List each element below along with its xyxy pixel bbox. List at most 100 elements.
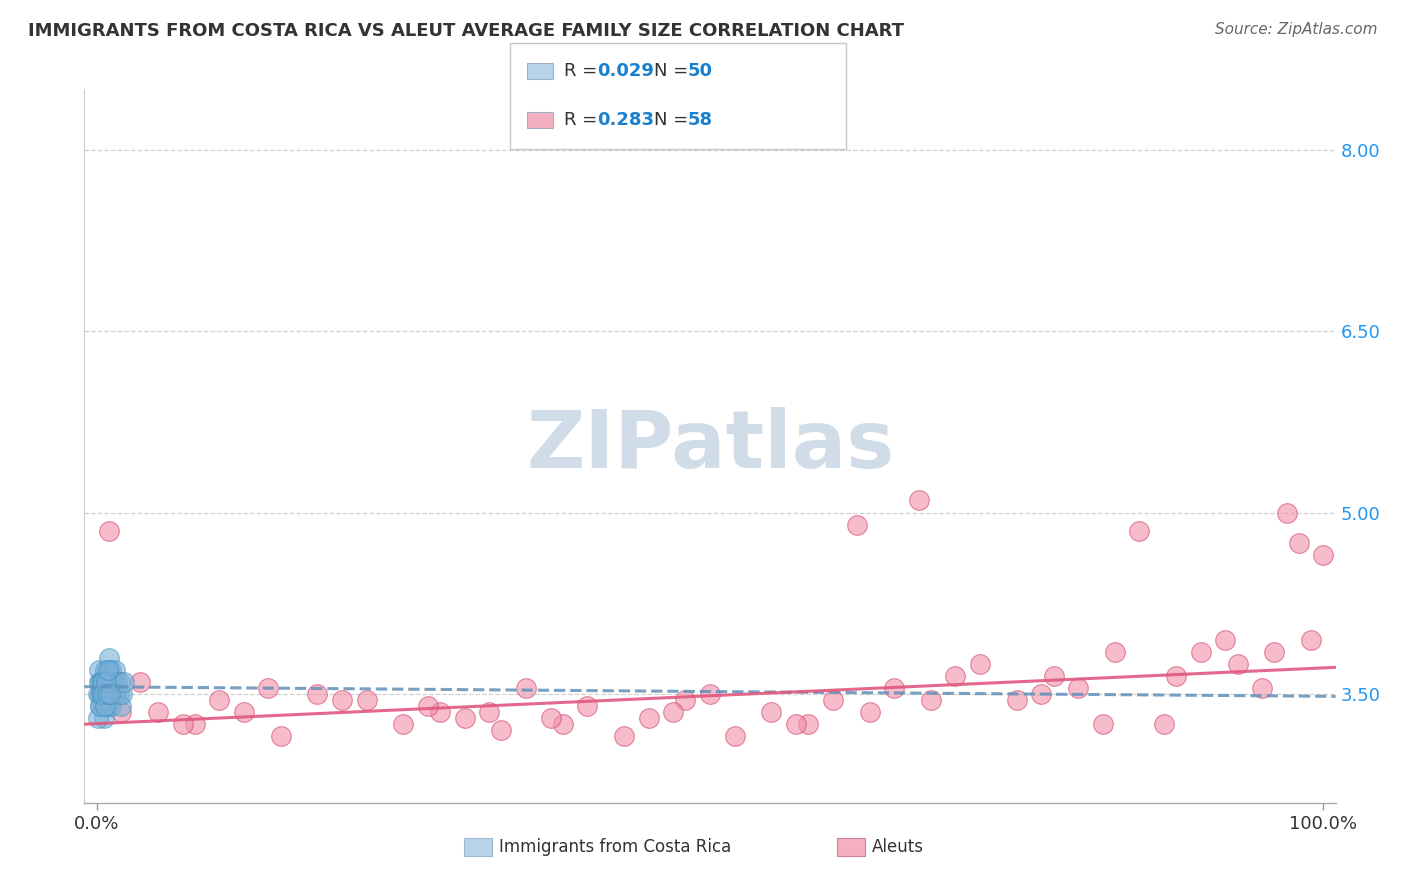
Point [429,705,451,719]
Point [98,687,121,701]
Point [89,699,111,714]
Text: N =: N = [654,112,693,129]
Text: 0.283: 0.283 [598,112,655,129]
Point [797,717,820,731]
Point [637,711,659,725]
Point [576,699,599,714]
Point [89,687,111,701]
Point [97,687,120,701]
Point [89,674,111,689]
Point [392,717,415,731]
Point [98,687,121,701]
Text: Aleuts: Aleuts [872,838,924,856]
Text: 58: 58 [688,112,713,129]
Point [104,663,127,677]
Point [1226,657,1249,671]
Text: IMMIGRANTS FROM COSTA RICA VS ALEUT AVERAGE FAMILY SIZE CORRELATION CHART: IMMIGRANTS FROM COSTA RICA VS ALEUT AVER… [28,22,904,40]
Point [1067,681,1090,695]
Point [491,723,513,738]
Text: 0.029: 0.029 [598,62,654,80]
Point [87,711,110,725]
Point [1042,669,1064,683]
Point [93,699,115,714]
Point [97,674,120,689]
Point [172,717,194,731]
Point [104,674,127,689]
Point [1213,632,1236,647]
Text: 50: 50 [688,62,713,80]
Point [1005,693,1028,707]
Point [128,674,150,689]
Point [1031,687,1053,701]
Point [307,687,329,701]
Point [356,693,378,707]
Point [101,674,124,689]
Point [1312,548,1334,562]
Point [87,687,110,701]
Point [662,705,685,719]
Point [94,699,117,714]
Point [613,729,636,743]
Point [91,687,114,701]
Point [478,705,501,719]
Point [100,663,122,677]
Point [94,687,117,701]
Point [1166,669,1188,683]
Point [91,674,114,689]
Point [103,687,125,701]
Point [1189,645,1212,659]
Point [846,517,869,532]
Point [110,699,132,714]
Point [107,687,129,701]
Point [90,687,112,701]
Point [110,705,132,719]
Point [94,663,117,677]
Point [699,687,721,701]
Point [257,681,280,695]
Point [1251,681,1274,695]
Point [945,669,967,683]
Point [105,687,128,701]
Text: R =: R = [564,112,603,129]
Point [821,693,844,707]
Point [1288,535,1310,549]
Point [1301,632,1323,647]
Point [107,674,129,689]
Point [1153,717,1175,731]
Point [94,674,117,689]
Point [112,674,135,689]
Point [540,711,562,725]
Point [883,681,905,695]
Point [969,657,991,671]
Text: R =: R = [564,62,603,80]
Point [675,693,697,707]
Point [723,729,745,743]
Point [93,711,115,725]
Point [90,687,112,701]
Point [90,674,112,689]
Point [108,674,131,689]
Text: N =: N = [654,62,693,80]
Point [453,711,475,725]
Point [100,699,122,714]
Point [97,524,120,538]
Point [551,717,574,731]
Point [184,717,207,731]
Point [920,693,942,707]
Point [93,687,115,701]
Point [97,663,120,677]
Point [416,699,439,714]
Point [91,674,114,689]
Point [101,687,124,701]
Point [98,674,121,689]
Point [97,699,120,714]
Point [96,674,118,689]
Text: Source: ZipAtlas.com: Source: ZipAtlas.com [1215,22,1378,37]
Point [1263,645,1285,659]
Point [89,699,111,714]
Point [858,705,880,719]
Point [87,674,110,689]
Point [1128,524,1150,538]
Point [93,687,115,701]
Point [146,705,169,719]
